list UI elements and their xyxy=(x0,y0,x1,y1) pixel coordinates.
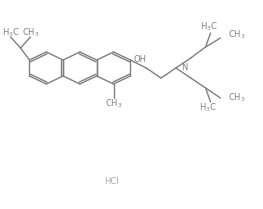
Text: H$_3$C: H$_3$C xyxy=(2,27,19,39)
Text: CH$_3$: CH$_3$ xyxy=(228,29,246,41)
Text: OH: OH xyxy=(134,55,147,64)
Text: N: N xyxy=(181,64,187,73)
Text: H$_3$C: H$_3$C xyxy=(199,102,216,114)
Text: H$_3$C: H$_3$C xyxy=(200,21,218,33)
Text: CH$_3$: CH$_3$ xyxy=(105,98,122,110)
Text: CH$_3$: CH$_3$ xyxy=(22,27,39,39)
Text: CH$_3$: CH$_3$ xyxy=(228,92,246,104)
Text: HCl: HCl xyxy=(104,177,119,186)
